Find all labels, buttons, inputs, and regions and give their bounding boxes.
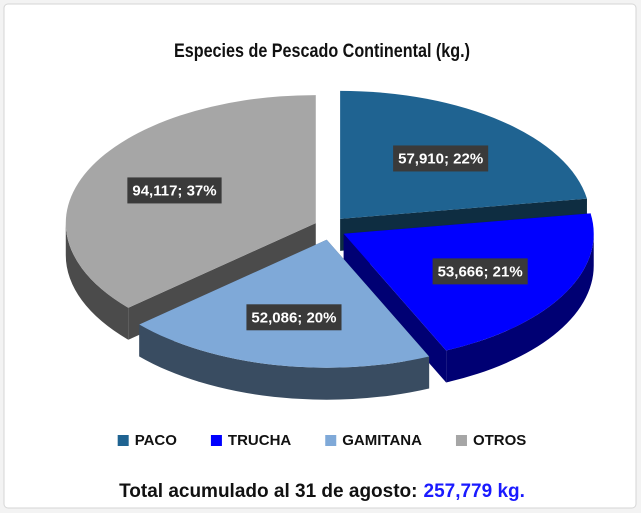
data-label: 57,910; 22% [398,150,483,167]
chart-title: Especies de Pescado Continental (kg.) [174,40,470,62]
legend-swatch [325,435,337,446]
data-label-box [432,258,528,285]
legend-label: GAMITANA [342,432,422,449]
pie: 57,910; 22% 53,666; 21% 52,086; 20% 94,117;… [65,90,594,400]
data-label-box [246,304,342,331]
legend: PACO TRUCHA GAMITANA OTROS [117,432,526,449]
data-label-box [127,177,222,204]
footer-text: Total acumulado al 31 de agosto: [119,481,417,502]
legend-swatch [210,435,222,446]
legend-label: TRUCHA [228,432,291,449]
data-label-box [393,145,489,172]
data-label: 94,117; 37% [132,182,216,199]
legend-label: OTROS [473,432,526,449]
slice-wall [343,233,447,383]
legend-swatch [117,435,129,446]
slice-side [446,233,594,383]
slice-side [65,223,129,340]
footer-total: 257,779 kg. [424,481,525,502]
slice-side [139,324,430,400]
slice [139,239,430,400]
data-label: 52,086; 20% [251,309,336,326]
slice-top [139,239,430,368]
data-label: 53,666; 21% [438,263,523,280]
legend-label: PACO [135,432,178,449]
legend-swatch [455,435,467,446]
footer: Total acumulado al 31 de agosto: 257,779… [119,481,525,502]
